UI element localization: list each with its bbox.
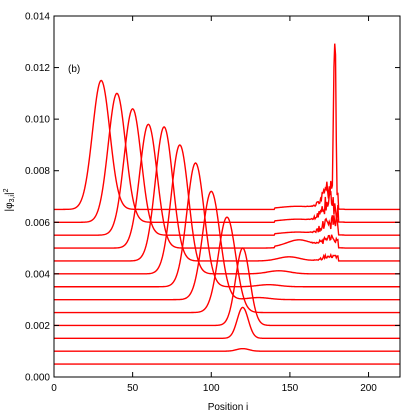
plot-lines	[54, 43, 400, 365]
y-axis-label: |φ3,i|2	[3, 188, 16, 211]
panel-label: (b)	[68, 64, 80, 75]
y-axis-label-main: |φ	[4, 202, 15, 212]
series-line	[54, 107, 400, 236]
y-tick-label: 0.010	[25, 115, 50, 126]
series-line	[54, 92, 400, 223]
y-axis: 0.000 0.002 0.004 0.006 0.008 0.010 0.012 0.014	[25, 12, 400, 384]
plot-frame	[53, 15, 401, 378]
series-line	[54, 216, 400, 314]
series-line	[54, 347, 400, 352]
y-tick-label: 0.004	[25, 269, 50, 280]
y-tick-label: 0.002	[25, 321, 50, 332]
y-tick-label: 0.008	[25, 166, 50, 177]
x-tick-label: 0	[51, 383, 57, 394]
x-tick-label: 200	[360, 383, 377, 394]
y-axis-label-tail: |	[4, 192, 15, 195]
y-axis-label-sup: 2	[3, 188, 10, 192]
y-axis-label-sub: 3,i	[9, 195, 16, 203]
y-tick-label: 0.014	[25, 12, 50, 23]
series-line	[54, 190, 400, 301]
series-line	[54, 306, 400, 340]
y-tick-label: 0.012	[25, 63, 50, 74]
series-line	[54, 43, 400, 211]
series-line	[54, 123, 400, 249]
x-tick-label: 50	[127, 383, 139, 394]
series-line	[54, 247, 400, 327]
series-line	[54, 162, 400, 288]
y-tick-label: 0.006	[25, 218, 50, 229]
x-axis-label: Position i	[208, 402, 249, 413]
series-line	[54, 144, 400, 275]
series-line	[54, 126, 400, 262]
x-tick-label: 150	[282, 383, 299, 394]
x-axis: 0 50 100 150 200	[51, 16, 377, 394]
y-tick-label: 0.000	[25, 373, 50, 384]
x-tick-label: 100	[203, 383, 220, 394]
